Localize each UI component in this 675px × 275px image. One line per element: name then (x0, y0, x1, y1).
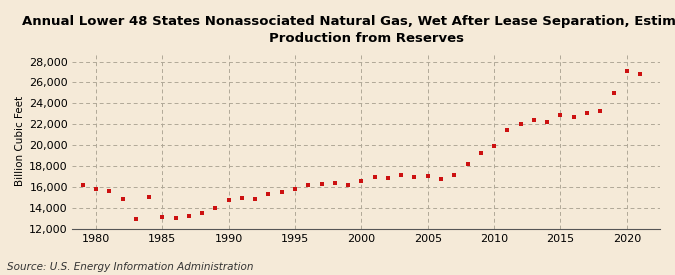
Point (568, 115, 579, 119)
Point (290, 187, 300, 192)
Point (329, 181, 340, 185)
Point (263, 191, 274, 196)
Point (634, 72, 645, 76)
Point (184, 213, 194, 218)
Title: Annual Lower 48 States Nonassociated Natural Gas, Wet After Lease Separation, Es: Annual Lower 48 States Nonassociated Nat… (22, 15, 675, 45)
Point (356, 179, 367, 183)
Point (130, 217, 141, 221)
Point (144, 195, 155, 199)
Point (595, 109, 605, 113)
Point (423, 174, 433, 178)
Point (223, 198, 234, 202)
Point (383, 176, 394, 180)
Point (117, 197, 128, 201)
Point (104, 188, 115, 193)
Point (276, 189, 287, 194)
Text: Source: U.S. Energy Information Administration: Source: U.S. Energy Information Administ… (7, 262, 253, 272)
Point (196, 210, 207, 215)
Point (396, 173, 406, 177)
Point (170, 216, 181, 220)
Y-axis label: Billion Cubic Feet: Billion Cubic Feet (15, 96, 25, 186)
Point (236, 196, 247, 200)
Point (250, 197, 261, 201)
Point (157, 214, 167, 219)
Point (449, 173, 460, 177)
Point (555, 113, 566, 117)
Point (303, 183, 314, 188)
Point (462, 162, 473, 166)
Point (608, 91, 619, 95)
Point (582, 111, 593, 115)
Point (343, 183, 354, 188)
Point (489, 144, 500, 149)
Point (409, 175, 420, 179)
Point (542, 120, 553, 125)
Point (435, 177, 446, 181)
Point (529, 118, 539, 122)
Point (502, 128, 513, 132)
Point (90, 187, 101, 192)
Point (369, 175, 380, 179)
Point (622, 69, 632, 73)
Point (316, 182, 327, 186)
Point (475, 150, 486, 155)
Point (515, 122, 526, 127)
Point (210, 206, 221, 211)
Point (78, 183, 88, 188)
